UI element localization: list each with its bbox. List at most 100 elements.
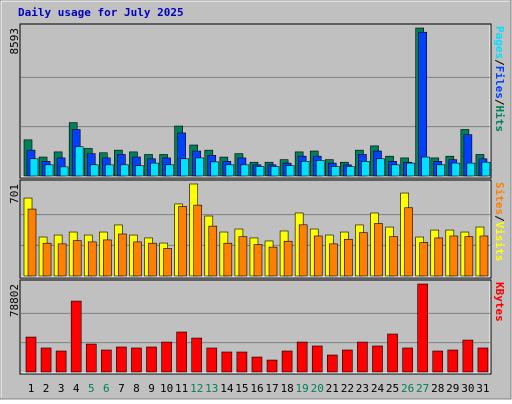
bar (346, 166, 355, 177)
bar (85, 343, 97, 373)
bar (268, 246, 278, 277)
plot-area (19, 23, 492, 179)
bar (344, 238, 353, 277)
bar (451, 162, 461, 177)
bar (481, 161, 491, 177)
x-tick-label: 6 (103, 382, 110, 395)
bar (436, 164, 446, 177)
bar (389, 236, 398, 277)
bar (150, 162, 159, 177)
bar (236, 351, 248, 373)
bar (163, 248, 172, 277)
bar (477, 347, 489, 373)
bar (238, 236, 248, 277)
bar (285, 165, 295, 177)
bar (419, 242, 428, 277)
bar (462, 339, 474, 373)
x-tick-label: 30 (461, 382, 474, 395)
bar (359, 232, 368, 277)
bar (44, 164, 54, 177)
bar (300, 161, 310, 177)
bar (223, 242, 233, 277)
x-tick-label: 18 (280, 382, 293, 395)
legend-entry: KBytes (493, 282, 506, 322)
bar (57, 243, 67, 277)
x-tick-label: 11 (175, 382, 188, 395)
bar (59, 166, 69, 177)
bar (376, 158, 385, 177)
x-tick-label: 28 (431, 382, 444, 395)
bar (266, 359, 278, 373)
bar (55, 350, 67, 373)
chart-title: Daily usage for July 2025 (18, 6, 184, 19)
x-tick-label: 13 (205, 382, 218, 395)
legend-separator: / (493, 215, 506, 222)
x-tick-label: 23 (356, 382, 369, 395)
bar (240, 164, 250, 177)
bar (296, 341, 308, 373)
bar (361, 161, 370, 177)
bar (283, 240, 293, 277)
x-tick-label: 2 (43, 382, 50, 395)
bar (225, 164, 235, 177)
bar (402, 347, 413, 373)
bar (120, 164, 129, 177)
bar (161, 341, 172, 373)
x-tick-label: 3 (58, 382, 65, 395)
bar (25, 336, 37, 373)
x-tick-label: 16 (250, 382, 263, 395)
legend-entry: Visits (493, 222, 506, 262)
x-tick-label: 4 (73, 382, 80, 395)
bar (281, 350, 293, 373)
bar (253, 244, 263, 277)
bar (116, 346, 127, 373)
x-tick-label: 31 (476, 382, 489, 395)
x-tick-label: 12 (190, 382, 203, 395)
bar (206, 347, 218, 373)
x-tick-label: 14 (220, 382, 234, 395)
bar (103, 239, 112, 277)
legend: Sites/Visits (493, 182, 506, 262)
bar (101, 349, 112, 373)
bar (387, 333, 398, 373)
bar (27, 208, 37, 277)
bar (165, 164, 174, 177)
bar (87, 241, 97, 277)
bar (191, 337, 203, 373)
bar (342, 349, 353, 373)
bar (70, 300, 82, 373)
legend-separator: / (493, 99, 506, 106)
bar (315, 160, 325, 177)
legend-entry: Hits (493, 106, 506, 133)
bar (328, 243, 338, 277)
bar (298, 224, 308, 277)
bar (195, 157, 205, 177)
x-tick-label: 29 (446, 382, 459, 395)
x-tick-label: 27 (416, 382, 429, 395)
x-tick-label: 15 (235, 382, 248, 395)
bar (270, 166, 280, 177)
bar (40, 347, 52, 373)
x-tick-label: 8 (133, 382, 140, 395)
bar (178, 206, 187, 277)
bar (72, 240, 82, 277)
x-tick-label: 26 (401, 382, 414, 395)
bar (255, 166, 265, 177)
bar (210, 161, 220, 177)
legend: Pages/Files/Hits (493, 26, 506, 132)
bar (449, 235, 459, 277)
bar (326, 354, 338, 373)
bar (434, 237, 444, 277)
bar (135, 165, 144, 177)
legend: KBytes (493, 282, 506, 322)
x-tick-label: 24 (371, 382, 385, 395)
x-tick-label: 19 (296, 382, 309, 395)
bar (311, 345, 323, 373)
bar (417, 283, 428, 373)
bar (208, 225, 218, 277)
bar (479, 235, 489, 277)
bar (148, 242, 157, 277)
bar (406, 162, 415, 177)
bar (432, 350, 444, 373)
bar (447, 349, 459, 373)
